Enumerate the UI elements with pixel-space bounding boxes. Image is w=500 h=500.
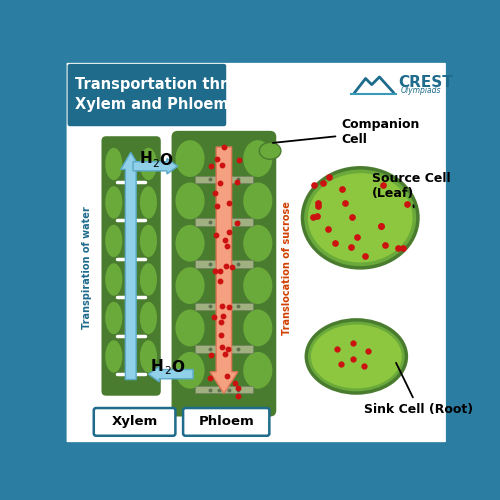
Ellipse shape xyxy=(242,308,273,347)
Ellipse shape xyxy=(104,186,123,220)
Ellipse shape xyxy=(139,262,158,296)
Ellipse shape xyxy=(242,351,273,390)
Bar xyxy=(194,260,253,268)
Text: Translocation of sucrose: Translocation of sucrose xyxy=(282,201,292,335)
Text: Transpiration of water: Transpiration of water xyxy=(82,206,92,330)
Ellipse shape xyxy=(302,168,418,268)
Text: Sink Cell (Root): Sink Cell (Root) xyxy=(364,363,473,416)
Ellipse shape xyxy=(306,320,406,393)
Text: Source Cell
(Leaf): Source Cell (Leaf) xyxy=(372,172,450,207)
FancyArrow shape xyxy=(133,158,178,174)
FancyBboxPatch shape xyxy=(94,408,176,436)
Ellipse shape xyxy=(139,224,158,258)
Text: Transportation through
Xylem and Phloem: Transportation through Xylem and Phloem xyxy=(74,77,268,112)
FancyBboxPatch shape xyxy=(68,64,226,126)
FancyArrow shape xyxy=(120,152,141,380)
Bar xyxy=(194,345,253,352)
Ellipse shape xyxy=(139,340,158,374)
FancyArrow shape xyxy=(210,147,238,394)
Ellipse shape xyxy=(104,340,123,374)
Ellipse shape xyxy=(308,173,412,262)
Text: $_2$O: $_2$O xyxy=(152,151,174,170)
Ellipse shape xyxy=(242,140,273,178)
Text: $_2$O: $_2$O xyxy=(164,359,186,378)
Text: H: H xyxy=(140,151,152,166)
Ellipse shape xyxy=(260,142,281,160)
Bar xyxy=(194,302,253,310)
Ellipse shape xyxy=(139,147,158,181)
Ellipse shape xyxy=(104,224,123,258)
Text: Companion
Cell: Companion Cell xyxy=(273,118,420,146)
Ellipse shape xyxy=(139,186,158,220)
Ellipse shape xyxy=(242,266,273,305)
Text: CREST: CREST xyxy=(398,76,454,90)
FancyBboxPatch shape xyxy=(183,408,270,436)
Ellipse shape xyxy=(104,262,123,296)
FancyBboxPatch shape xyxy=(102,136,161,396)
Ellipse shape xyxy=(174,224,206,262)
Bar xyxy=(194,176,253,183)
Ellipse shape xyxy=(242,182,273,220)
Ellipse shape xyxy=(139,301,158,335)
Ellipse shape xyxy=(174,351,206,390)
Ellipse shape xyxy=(174,182,206,220)
FancyBboxPatch shape xyxy=(64,61,448,444)
FancyArrow shape xyxy=(148,366,193,382)
Bar xyxy=(194,218,253,226)
Ellipse shape xyxy=(104,301,123,335)
Text: Olympiads: Olympiads xyxy=(401,86,442,95)
Ellipse shape xyxy=(311,324,402,388)
Text: H: H xyxy=(151,359,164,374)
Text: Xylem: Xylem xyxy=(112,416,158,428)
FancyBboxPatch shape xyxy=(172,131,276,416)
Ellipse shape xyxy=(104,147,123,181)
Ellipse shape xyxy=(174,308,206,347)
Ellipse shape xyxy=(174,266,206,305)
Bar xyxy=(194,386,253,394)
Ellipse shape xyxy=(242,224,273,262)
Ellipse shape xyxy=(174,140,206,178)
Text: Phloem: Phloem xyxy=(198,416,254,428)
